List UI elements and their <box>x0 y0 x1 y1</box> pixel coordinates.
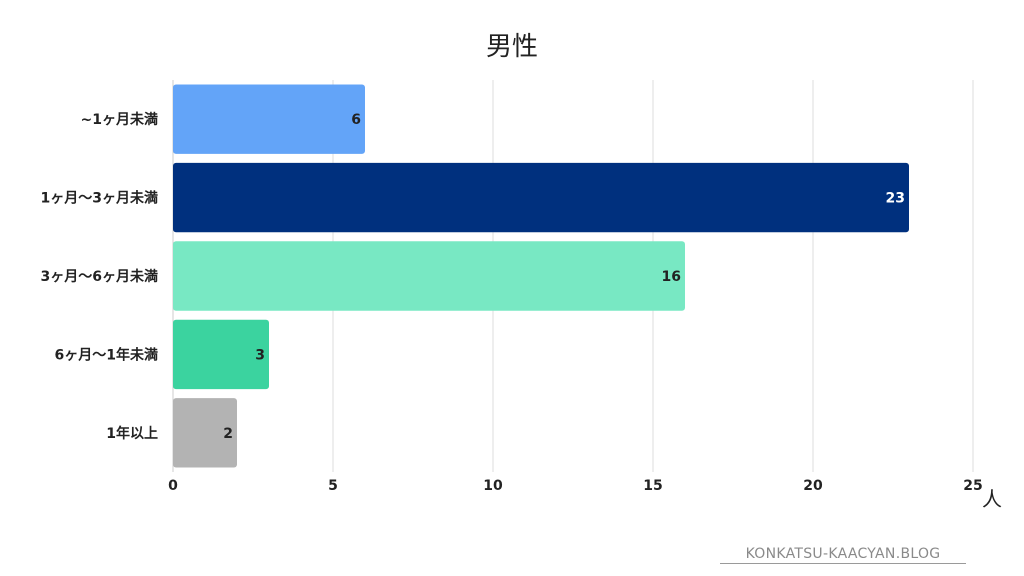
category-label: 6ヶ月～1年未満 <box>55 346 158 363</box>
bar <box>173 241 685 311</box>
category-label: ~1ヶ月未満 <box>81 111 158 128</box>
bar <box>173 398 237 468</box>
value-labels: 6 23 16 3 2 <box>223 112 905 442</box>
value-label: 16 <box>662 269 681 285</box>
x-tick-label: 5 <box>328 478 338 494</box>
bar <box>173 84 365 154</box>
bar <box>173 162 909 233</box>
category-labels: ~1ヶ月未満 1ヶ月～3ヶ月未満 3ヶ月～6ヶ月未満 6ヶ月～1年未満 1年以上 <box>41 111 158 442</box>
value-label: 23 <box>886 191 905 207</box>
category-label: 3ヶ月～6ヶ月未満 <box>41 268 158 285</box>
value-label: 3 <box>255 347 265 363</box>
chart-title: 男性 <box>485 32 538 62</box>
x-tick-label: 25 <box>963 478 982 494</box>
value-label: 6 <box>351 112 361 128</box>
x-tick-label: 15 <box>643 478 662 494</box>
bar <box>173 319 269 390</box>
category-label: 1年以上 <box>106 425 158 442</box>
x-tick-label: 10 <box>483 478 503 494</box>
category-label: 1ヶ月～3ヶ月未満 <box>41 190 158 207</box>
x-tick-label: 0 <box>168 478 178 494</box>
bars <box>173 84 909 468</box>
value-label: 2 <box>223 426 233 442</box>
watermark[interactable]: KONKATSU-KAACYAN.BLOG <box>720 545 966 564</box>
x-tick-label: 20 <box>803 478 823 494</box>
x-tick-labels: 0 5 10 15 20 25 <box>168 478 983 494</box>
x-axis-unit-label: 人 <box>982 487 1002 511</box>
